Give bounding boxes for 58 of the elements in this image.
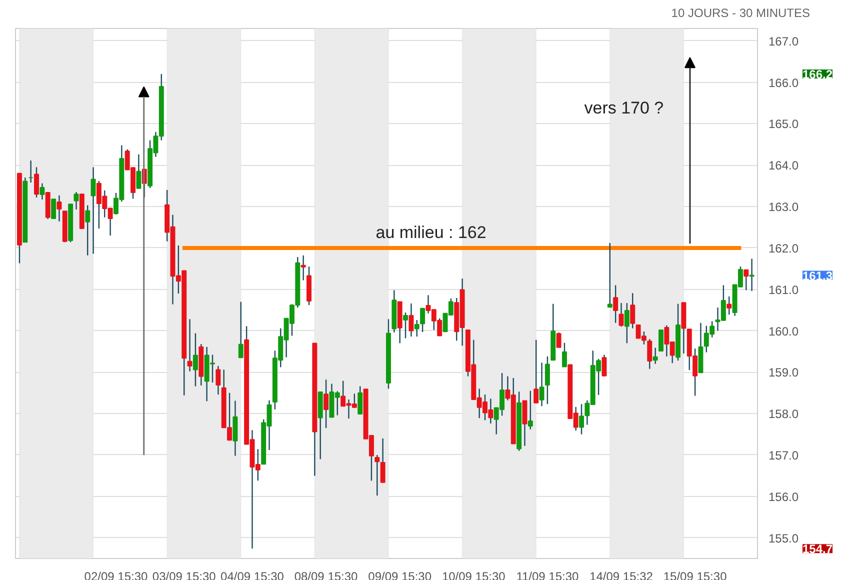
candlestick [522, 400, 528, 446]
candlestick [74, 191, 79, 210]
candlestick [562, 342, 567, 368]
candlestick [90, 166, 96, 254]
candlestick [34, 166, 39, 198]
y-tick-label: 156.0 [768, 490, 799, 504]
candlestick [602, 354, 607, 376]
candlestick [51, 198, 56, 220]
candlestick [749, 258, 754, 292]
candlestick [374, 454, 380, 496]
y-tick-label: 155.0 [768, 531, 799, 546]
candlestick [607, 242, 612, 308]
candlestick [528, 390, 533, 430]
y-tick-label: 162.0 [768, 241, 799, 256]
candlestick [420, 308, 426, 333]
y-tick-label: 158.0 [768, 407, 799, 422]
y-tick-label: 164.0 [768, 158, 799, 173]
candlestick [544, 356, 550, 405]
y-tick-label: 163.0 [768, 200, 799, 214]
chart-subtitle: 10 JOURS - 30 MINUTES [671, 5, 810, 22]
candlestick [658, 329, 664, 352]
candlestick [744, 269, 749, 291]
candlestick [624, 302, 630, 344]
y-tick-label: 159.0 [768, 366, 799, 380]
candlestick [408, 302, 414, 338]
candlestick [539, 362, 544, 407]
annotation: vers 170 ? [584, 98, 664, 118]
candlestick [324, 379, 329, 429]
candlestick [556, 332, 562, 348]
text: 154.7 [802, 542, 833, 556]
candlestick [380, 438, 386, 483]
y-tick-label: 161.0 [768, 282, 799, 297]
candlestick [618, 302, 624, 328]
y-tick-label: 167.0 [768, 34, 799, 48]
candlestick [136, 154, 142, 189]
candlestick [216, 365, 221, 396]
ref-line-label: au milieu : 162 [376, 222, 486, 242]
candlestick [56, 194, 62, 222]
y-tick-label: 160.0 [768, 324, 799, 338]
candlestick [238, 301, 244, 358]
candlestick [414, 319, 420, 338]
candlestick [187, 318, 192, 372]
candlestick [192, 332, 198, 387]
candlestick [358, 386, 363, 415]
text: 161.3 [802, 268, 833, 283]
candlestick [85, 204, 90, 256]
candlestick [652, 347, 658, 364]
y-tick-label: 157.0 [768, 448, 799, 462]
candlestick [40, 182, 45, 200]
y-tick-label: 166.0 [768, 76, 799, 90]
y-tick-label: 165.0 [768, 117, 799, 132]
candlestick [534, 339, 539, 404]
candlestick [630, 292, 636, 329]
candlestick [403, 312, 408, 339]
candlestick [613, 284, 618, 324]
candlestick [726, 296, 732, 316]
candlestick [300, 254, 306, 281]
text: 166.2 [802, 68, 833, 82]
